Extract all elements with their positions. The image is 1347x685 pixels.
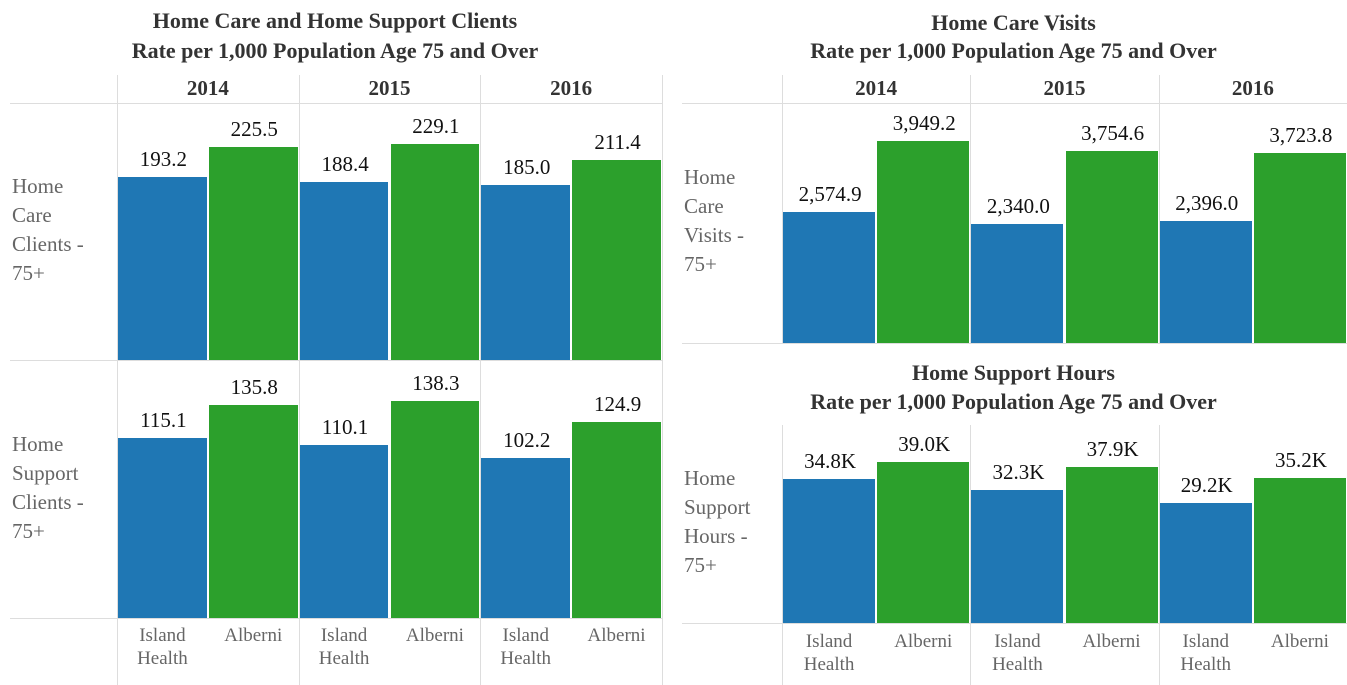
data-label: 110.1 <box>321 415 369 440</box>
data-label: 29.2K <box>1180 472 1233 497</box>
category-label: Island Health <box>137 625 188 669</box>
divider <box>682 343 1347 344</box>
divider <box>10 360 662 361</box>
category-label: Island Health <box>1180 631 1232 675</box>
category-label: Island Health <box>992 631 1043 675</box>
category-label: Alberni <box>1082 631 1141 652</box>
chart-title: Home Support Hours <box>912 360 1115 385</box>
bar <box>572 160 661 360</box>
data-label: 35.2K <box>1274 447 1327 472</box>
chart-title: Home Care and Home Support Clients <box>152 8 518 33</box>
divider <box>117 75 118 685</box>
bar <box>877 462 970 623</box>
year-label: 2016 <box>550 76 593 100</box>
data-label: 185.0 <box>503 155 551 180</box>
divider <box>298 75 300 685</box>
row-label: Home Support Hours - 75+ <box>684 466 751 577</box>
divider <box>662 75 663 685</box>
bar <box>208 405 298 618</box>
data-label: 193.2 <box>139 147 188 172</box>
bar <box>1065 466 1158 623</box>
bar <box>118 177 207 360</box>
bar <box>390 143 480 360</box>
data-label: 2,574.9 <box>798 181 862 206</box>
year-label: 2014 <box>855 76 898 100</box>
data-label: 2,396.0 <box>1175 190 1239 215</box>
category-label: Island Health <box>500 625 552 669</box>
data-label: 124.9 <box>593 392 642 417</box>
bar <box>390 401 480 618</box>
bar <box>118 437 207 618</box>
bar <box>877 141 970 343</box>
bar <box>299 181 389 360</box>
divider <box>782 425 783 685</box>
data-label: 37.9K <box>1086 436 1139 461</box>
data-label: 229.1 <box>412 113 460 138</box>
divider <box>970 425 972 685</box>
category-label: Island Health <box>803 631 855 675</box>
bar <box>1159 220 1252 343</box>
category-label: Alberni <box>1270 631 1329 652</box>
category-label: Alberni <box>587 625 646 646</box>
bar <box>481 185 571 360</box>
year-label: 2015 <box>1043 76 1086 100</box>
bar <box>1253 152 1346 343</box>
row-label: Home Support Clients - 75+ <box>12 431 84 543</box>
chart-subtitle: Rate per 1,000 Population Age 75 and Ove… <box>810 38 1217 63</box>
bar <box>208 146 298 360</box>
divider <box>970 75 972 343</box>
bar <box>299 445 389 618</box>
data-label: 102.2 <box>503 427 551 452</box>
data-label: 138.3 <box>412 371 460 396</box>
chart-title: Home Care Visits <box>931 10 1096 35</box>
data-label: 225.5 <box>230 116 278 141</box>
chart-subtitle: Rate per 1,000 Population Age 75 and Ove… <box>131 38 539 63</box>
bar <box>1159 502 1252 623</box>
data-label: 135.8 <box>230 375 278 400</box>
data-label: 115.1 <box>140 407 187 432</box>
bar <box>971 489 1064 623</box>
divider <box>1158 75 1160 343</box>
category-label: Alberni <box>405 625 464 646</box>
bar <box>971 223 1064 343</box>
data-label: 188.4 <box>321 151 369 176</box>
divider <box>1158 425 1160 685</box>
row-label: Home Care Clients - 75+ <box>12 173 84 285</box>
data-label: 3,723.8 <box>1269 122 1333 147</box>
category-label: Alberni <box>894 631 953 652</box>
data-label: 32.3K <box>992 459 1045 484</box>
bar <box>783 479 876 623</box>
data-label: 2,340.0 <box>986 193 1050 218</box>
category-label: Island Health <box>318 625 370 669</box>
divider <box>682 623 1347 624</box>
year-label: 2015 <box>368 76 411 100</box>
data-label: 3,949.2 <box>892 111 956 136</box>
divider <box>782 75 783 343</box>
data-label: 3,754.6 <box>1081 121 1145 146</box>
bar <box>572 422 661 618</box>
bar <box>1065 151 1158 343</box>
data-label: 34.8K <box>804 449 857 474</box>
divider <box>10 103 662 104</box>
divider <box>480 75 482 685</box>
bar <box>783 211 876 343</box>
bar <box>1253 477 1346 623</box>
row-label: Home Care Visits - 75+ <box>684 165 744 276</box>
divider <box>10 618 662 619</box>
divider <box>682 103 1347 104</box>
data-label: 39.0K <box>898 432 951 457</box>
data-label: 211.4 <box>594 130 641 155</box>
chart-subtitle: Rate per 1,000 Population Age 75 and Ove… <box>810 389 1217 414</box>
category-label: Alberni <box>224 625 283 646</box>
year-label: 2014 <box>186 76 229 100</box>
year-label: 2016 <box>1231 76 1274 100</box>
bar <box>481 457 571 618</box>
